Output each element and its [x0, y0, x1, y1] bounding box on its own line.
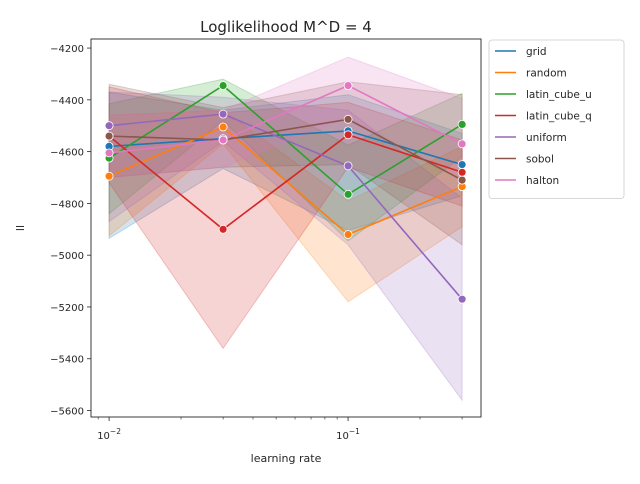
- legend: grid random latin_cube_u latin_cube_qunifor…: [488, 39, 625, 199]
- y-tick-label: −4200: [50, 44, 84, 55]
- point-random-2: [343, 230, 353, 239]
- point-uniform-0: [104, 121, 114, 131]
- band-sobol: [108, 81, 463, 246]
- point-sobol-3: [457, 175, 467, 185]
- legend-label-random: random: [526, 68, 567, 80]
- point-random-1: [218, 122, 228, 132]
- band-latin_cube_q: [108, 86, 463, 350]
- point-uniform-3: [457, 294, 467, 304]
- line-sobol: [109, 118, 463, 181]
- y-tick-label: −5200: [50, 303, 84, 314]
- series-lines: [108, 84, 463, 300]
- legend-label-grid: grid: [526, 46, 547, 58]
- y-tick-label: −5000: [50, 251, 84, 262]
- point-uniform-1: [218, 109, 228, 119]
- point-halton-2: [343, 81, 353, 90]
- confidence-bands: [108, 56, 463, 402]
- legend-label-uniform: uniform: [526, 132, 567, 144]
- y-tick-label: −4400: [50, 96, 84, 107]
- point-latin_cube_q-2: [343, 130, 353, 140]
- point-uniform-2: [343, 161, 353, 171]
- point-sobol-2: [343, 114, 353, 124]
- x-tick-label: 10−2: [97, 427, 121, 442]
- legend-label-halton: halton: [526, 175, 559, 187]
- band-uniform: [108, 91, 463, 402]
- legend-label-latin_cube_q: latin_cube_q: [526, 111, 592, 123]
- band-random: [108, 109, 463, 303]
- legend-label-latin_cube_u: latin_cube_u: [526, 89, 592, 101]
- series-points: [104, 81, 467, 304]
- legend-box: [488, 39, 625, 199]
- point-halton-1: [218, 135, 228, 145]
- point-latin_cube_u-3: [457, 120, 467, 129]
- plot-area: [90, 38, 482, 418]
- y-tick-label: −4800: [50, 199, 84, 210]
- line-grid: [109, 130, 463, 166]
- y-tick-label: −4600: [50, 148, 84, 159]
- line-uniform: [109, 113, 463, 300]
- legend-label-sobol: sobol: [526, 154, 554, 166]
- x-axis-ticks: 10−2 10−1: [97, 417, 463, 442]
- line-random: [108, 126, 463, 236]
- point-halton-0: [104, 148, 114, 158]
- point-latin_cube_u-2: [343, 189, 353, 199]
- y-tick-label: −5600: [50, 407, 84, 418]
- band-latin_cube_u: [108, 78, 463, 242]
- point-grid-3: [457, 160, 467, 170]
- x-tick-label: 10−1: [336, 427, 360, 442]
- y-axis-label: ll: [14, 225, 27, 231]
- band-grid: [108, 91, 463, 240]
- x-axis-label: learning rate: [251, 452, 322, 465]
- y-tick-label: −5400: [50, 355, 84, 366]
- line-latin_cube_q: [108, 133, 463, 231]
- point-latin_cube_q-3: [457, 167, 467, 177]
- point-halton-3: [457, 139, 467, 149]
- point-latin_cube_q-1: [218, 224, 228, 234]
- point-sobol-0: [104, 131, 114, 141]
- y-axis-ticks: −5600 −5400 −5200 −5000 −4800 −4600 −4400 −4200: [50, 44, 91, 418]
- point-latin_cube_u-1: [218, 81, 228, 90]
- chart-title: Loglikelihood M^D = 4: [200, 18, 372, 36]
- line-halton: [109, 84, 463, 154]
- point-random-0: [104, 171, 114, 181]
